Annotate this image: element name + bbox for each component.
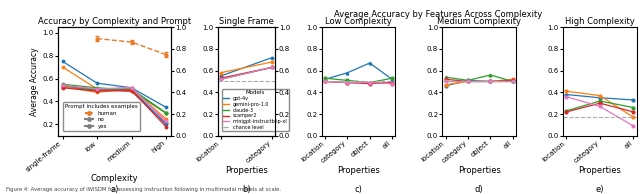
Title: Accuracy by Complexity and Prompt: Accuracy by Complexity and Prompt — [38, 17, 191, 26]
Title: Medium Complexity: Medium Complexity — [437, 17, 521, 26]
Text: c): c) — [355, 185, 362, 194]
X-axis label: Properties: Properties — [458, 166, 500, 175]
X-axis label: Properties: Properties — [225, 166, 268, 175]
Text: b): b) — [242, 185, 251, 194]
X-axis label: Complexity: Complexity — [90, 174, 138, 183]
Text: Average Accuracy by Features Across Complexity: Average Accuracy by Features Across Comp… — [334, 10, 543, 19]
Title: Low Complexity: Low Complexity — [325, 17, 392, 26]
Title: High Complexity: High Complexity — [565, 17, 635, 26]
Text: a): a) — [110, 185, 118, 194]
Text: d): d) — [475, 185, 484, 194]
Legend: human, no, yes: human, no, yes — [63, 102, 140, 131]
Legend: gpt-4v, gemini-pro-1.0, claude-3, scamper2, minigpt-instructblip-xl, chance leve: gpt-4v, gemini-pro-1.0, claude-3, scampe… — [221, 89, 289, 131]
X-axis label: Properties: Properties — [337, 166, 380, 175]
Title: Single Frame: Single Frame — [219, 17, 274, 26]
Text: e): e) — [596, 185, 604, 194]
X-axis label: Properties: Properties — [579, 166, 621, 175]
Text: Figure 4: Average accuracy of iWISDM for assessing instruction following in mult: Figure 4: Average accuracy of iWISDM for… — [6, 187, 282, 192]
Y-axis label: Average Accuracy: Average Accuracy — [31, 47, 40, 116]
